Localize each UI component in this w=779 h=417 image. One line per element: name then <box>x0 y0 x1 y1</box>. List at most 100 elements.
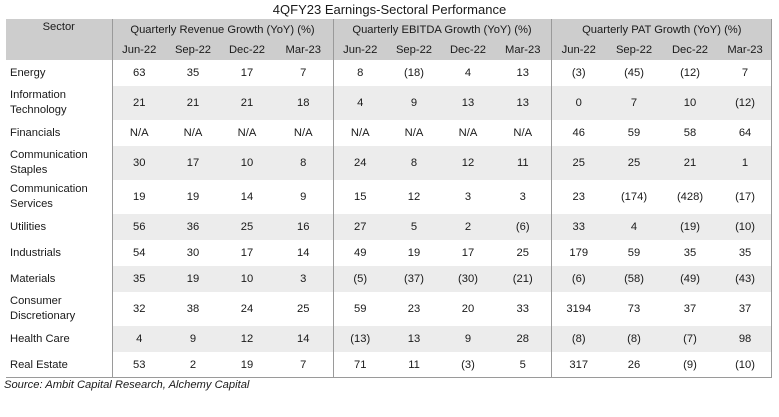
sector-name: Industrials <box>10 246 61 259</box>
sector-name: Consumer Discretionary <box>10 295 76 322</box>
quarter-header: Dec-22 <box>441 40 495 60</box>
quarter-header: Sep-22 <box>387 40 441 60</box>
table-cell: 49 <box>332 240 387 266</box>
table-cell: 3 <box>519 191 526 203</box>
table-cell: (49) <box>662 266 719 292</box>
table-cell: (21) <box>495 266 552 292</box>
table-cell: 4 <box>464 67 472 79</box>
table-cell: 21 <box>166 86 220 120</box>
table-row: Communication Services 19 19 14 9 15 12 3 3 23 (17… <box>6 180 772 214</box>
sector-name: Energy <box>10 66 46 79</box>
table-cell: 10 <box>220 146 274 180</box>
quarter-header: Mar-23 <box>274 40 333 60</box>
table-cell: 25 <box>220 214 274 240</box>
table-cell: (45) <box>624 67 644 79</box>
table-cell: (9) <box>683 359 697 371</box>
table-cell: 33 <box>516 303 529 315</box>
table-cell: 18 <box>274 86 333 120</box>
table-cell: (17) <box>735 191 755 203</box>
quarter-header: Dec-22 <box>662 40 719 60</box>
table-cell: 179 <box>550 240 607 266</box>
table-cell: 317 <box>550 352 607 378</box>
sector-name: Information Technology <box>10 89 67 116</box>
table-cell: (5) <box>332 266 387 292</box>
table-cell: 35 <box>683 247 697 259</box>
table-cell: 35 <box>738 247 752 259</box>
table-cell: N/A <box>458 127 478 139</box>
table-cell: (10) <box>718 214 773 240</box>
table-cell: 54 <box>111 240 166 266</box>
table-cell: 13 <box>516 67 529 79</box>
earnings-table: Sector Quarterly Revenue Growth (YoY) (%… <box>6 19 773 378</box>
table-cell: 20 <box>461 303 475 315</box>
table-cell: 9 <box>387 86 441 120</box>
table-cell: 35 <box>186 67 200 79</box>
table-cell: 71 <box>332 352 387 378</box>
table-cell: 26 <box>627 359 641 371</box>
table-cell: 98 <box>718 326 773 352</box>
table-cell: (6) <box>495 214 552 240</box>
table-cell: 9 <box>441 326 495 352</box>
table-cell: 14 <box>240 191 254 203</box>
table-cell: 16 <box>274 214 333 240</box>
table-cell: N/A <box>513 127 533 139</box>
table-cell: (7) <box>662 326 719 352</box>
table-cell: 21 <box>220 86 274 120</box>
table-cell: 19 <box>111 180 166 214</box>
header-quarter-row: Jun-22 Sep-22 Dec-22 Mar-23 Jun-22 Sep-2… <box>6 40 773 60</box>
table-row: Utilities 56 36 25 16 27 5 2 (6) 33 4 (19) (10) <box>6 214 773 240</box>
sector-name: Real Estate <box>10 358 68 371</box>
table-cell: 27 <box>332 214 387 240</box>
table-cell: 32 <box>111 292 166 326</box>
table-cell: (3) <box>461 359 475 371</box>
table-cell: 73 <box>627 303 641 315</box>
table-cell: 3 <box>274 266 333 292</box>
table-cell: 36 <box>166 214 220 240</box>
table-row: Communication Staples 30 17 10 8 24 8 12 11 25 25 2… <box>6 146 773 180</box>
header-group-row: Sector Quarterly Revenue Growth (YoY) (%… <box>6 19 773 60</box>
table-row: Health Care 4 9 12 14 (13) 13 9 28 (8) (8) (7) 98 <box>6 326 773 352</box>
table-cell: N/A <box>237 127 257 139</box>
table-cell: 15 <box>332 180 387 214</box>
table-cell: 58 <box>683 127 697 139</box>
table-title: 4QFY23 Earnings-Sectoral Performance <box>272 2 507 17</box>
table-cell: 21 <box>662 146 719 180</box>
table-cell: 0 <box>550 86 607 120</box>
table-row: Materials 35 19 10 3 (5) (37) (30) (21) (6) (58) (4… <box>6 266 773 292</box>
table-cell: 5 <box>519 359 526 371</box>
table-cell: (174) <box>620 191 648 203</box>
table-cell: 12 <box>441 146 495 180</box>
table-cell: 35 <box>111 266 166 292</box>
table-cell: (8) <box>550 326 607 352</box>
table-cell: 64 <box>738 127 752 139</box>
table-row: Financials N/A N/A N/A N/A N/A N/A N/A N/A 46 59 58… <box>6 120 772 146</box>
table-cell: 7 <box>300 67 307 79</box>
table-cell: 10 <box>662 86 719 120</box>
table-cell: 12 <box>220 326 274 352</box>
pat-group-header: Quarterly PAT Growth (YoY) (%) <box>550 19 773 40</box>
table-cell: (13) <box>332 326 387 352</box>
table-cell: 46 <box>550 120 607 146</box>
table-cell: 37 <box>683 303 697 315</box>
table-cell: 24 <box>332 146 387 180</box>
table-cell: 7 <box>741 67 749 79</box>
table-cell: (19) <box>662 214 719 240</box>
table-cell: 7 <box>606 86 663 120</box>
table-cell: 13 <box>387 326 441 352</box>
sector-name: Health Care <box>10 332 70 345</box>
table-cell: N/A <box>183 127 203 139</box>
table-cell: 3194 <box>550 292 607 326</box>
table-cell: 2 <box>189 359 197 371</box>
table-cell: 30 <box>186 247 200 259</box>
table-cell: 17 <box>240 247 254 259</box>
table-cell: 13 <box>441 86 495 120</box>
table-cell: 7 <box>300 359 307 371</box>
table-cell: 14 <box>297 247 310 259</box>
table-cell: 4 <box>332 86 387 120</box>
table-cell: (8) <box>606 326 663 352</box>
quarter-header: Mar-23 <box>718 40 773 60</box>
table-cell: 17 <box>166 146 220 180</box>
table-cell: 5 <box>387 214 441 240</box>
table-cell: N/A <box>293 127 313 139</box>
quarter-header: Jun-22 <box>332 40 387 60</box>
